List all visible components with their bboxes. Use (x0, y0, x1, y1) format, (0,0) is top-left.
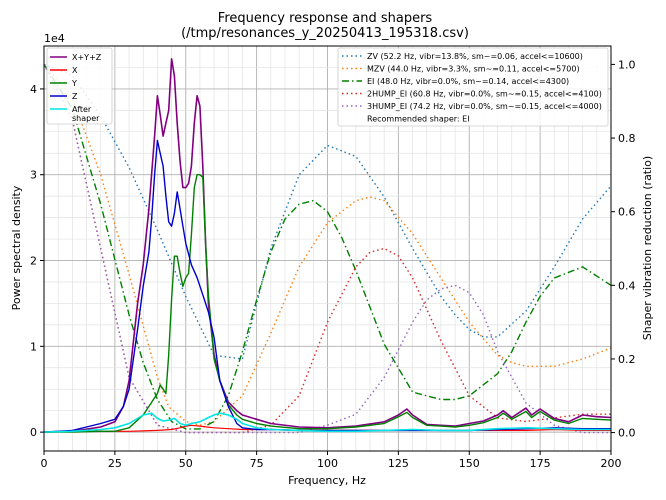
shaper-line-3 (43, 64, 611, 434)
x-tick-label: 50 (179, 457, 193, 470)
recommended-shaper-label: Recommended shaper: EI (367, 115, 470, 124)
axes: 0 25 50 75 100 125 150 175 200 0 1 2 3 4 0.0 0.2 0.4 0.6 0… (30, 58, 636, 470)
legend-left-label-2: Y (71, 79, 77, 88)
y-axis-label: Power spectral density (10, 185, 23, 310)
psd-line-4 (43, 412, 611, 433)
y-tick-label-right: 0.0 (618, 427, 636, 440)
y-offset-label: 1e4 (44, 32, 65, 45)
x-tick-label: 75 (250, 457, 264, 470)
x-tick-label: 200 (601, 457, 622, 470)
legend-left-label-1: X (72, 66, 78, 75)
legend-right-label-3: 2HUMP_EI (60.8 Hz, vibr=0.0%, sm~=0.15, … (367, 90, 602, 99)
y-tick-label-right: 0.4 (618, 279, 636, 292)
legend-right-label-0: ZV (52.2 Hz, vibr=13.8%, sm~=0.06, accel… (367, 52, 583, 61)
x-tick-label: 100 (317, 457, 338, 470)
legend-right-label-4: 3HUMP_EI (74.2 Hz, vibr=0.0%, sm~=0.15, … (367, 102, 602, 111)
legend-right-box (337, 47, 609, 127)
y-axis-label-right: Shaper vibration reduction (ratio) (641, 156, 654, 340)
y-tick-label: 2 (30, 255, 37, 268)
chart-title-line1: Frequency response and shapers (218, 11, 433, 26)
plot-area (43, 58, 612, 434)
shaper-line-4 (43, 64, 611, 434)
legend-right-label-1: MZV (44.0 Hz, vibr=3.3%, sm~=0.11, accel… (367, 65, 580, 74)
y-tick-label: 1 (30, 340, 37, 353)
legend-left-box (46, 47, 113, 125)
y-tick-label-right: 0.2 (618, 353, 636, 366)
legend-left-label-0: X+Y+Z (72, 53, 102, 62)
y-tick-label: 3 (30, 169, 37, 182)
x-tick-label: 150 (459, 457, 480, 470)
legend-right: ZV (52.2 Hz, vibr=13.8%, sm~=0.06, accel… (337, 47, 609, 127)
legend-left-label-3: Z (72, 92, 78, 101)
legend-left-label-4: After (72, 105, 92, 114)
y-tick-label-right: 1.0 (618, 58, 636, 71)
x-tick-label: 125 (388, 457, 409, 470)
x-tick-label: 25 (108, 457, 122, 470)
legend-right-label-2: EI (48.0 Hz, vibr=0.0%, sm~=0.14, accel<… (367, 77, 569, 86)
chart-title-line2: (/tmp/resonances_y_20250413_195318.csv) (181, 26, 469, 41)
legend-left-label-4: shaper (72, 114, 100, 123)
y-tick-label: 4 (30, 83, 37, 96)
x-tick-label: 0 (41, 457, 48, 470)
y-tick-label-right: 0.6 (618, 206, 636, 219)
x-tick-label: 175 (530, 457, 551, 470)
y-tick-label: 0 (30, 426, 37, 439)
y-tick-label-right: 0.8 (618, 132, 636, 145)
x-axis-label: Frequency, Hz (288, 474, 366, 487)
shaper-line-2 (43, 64, 612, 430)
